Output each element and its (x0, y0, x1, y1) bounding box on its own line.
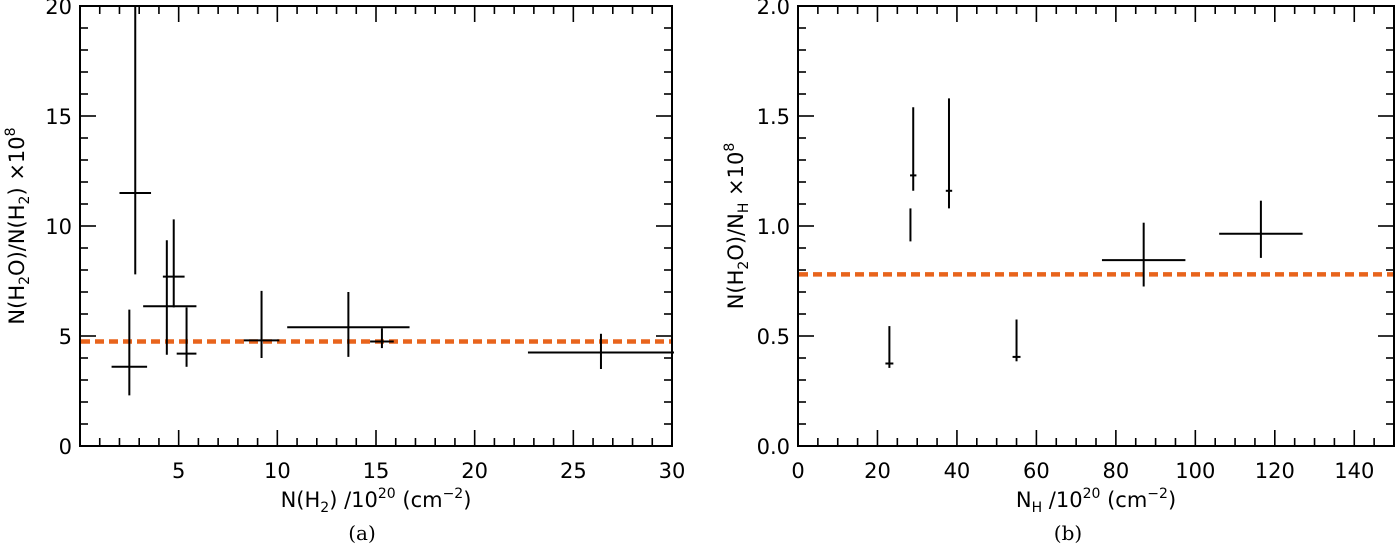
panel-b-data-point (945, 98, 953, 209)
panel-a-y-tick-label: 10 (45, 215, 72, 239)
panel-a-data-point (111, 309, 148, 396)
panel-b-x-axis-label: NH /1020 (cm−2) (1016, 486, 1176, 516)
panel-b-x-tick-label: 140 (1334, 459, 1374, 483)
panel-b-data-point (1101, 222, 1186, 287)
panel-b-y-axis-label: N(H2O)/NH ×108 (722, 143, 752, 310)
panel-a-x-tick-label: 25 (560, 459, 587, 483)
panel-b-y-tick-label: 1.5 (757, 105, 790, 129)
panel-b-plot-frame (797, 5, 1395, 447)
panel-b-y-tick-label: 0.0 (757, 435, 790, 459)
panel-a-y-axis-label: N(H2O)/N(H2) ×108 (3, 127, 33, 324)
panel-b-x-tick-label: 20 (864, 459, 891, 483)
panel-a-ticks-group: 5 10 15 20 25 30 0 5 10 15 20 (45, 0, 685, 483)
panel-a-y-tick-label: 0 (59, 435, 72, 459)
panel-b: 0 20 40 60 80 100 120 140 0.0 0.5 1.0 1.5 2.0 NH /10… (722, 0, 1395, 545)
panel-b-x-tick-label: 80 (1102, 459, 1129, 483)
panel-b-x-tick-label: 0 (791, 459, 804, 483)
panel-a-data-point (143, 240, 197, 355)
panel-a: 5 10 15 20 25 30 0 5 10 15 20 N(H2) /1020 (cm−2) N… (3, 0, 685, 545)
panel-b-x-tick-label: 120 (1255, 459, 1295, 483)
panel-b-caption: (b) (1054, 521, 1082, 545)
panel-b-x-tick-label: 100 (1175, 459, 1215, 483)
panel-b-x-tick-label: 40 (944, 459, 971, 483)
panel-a-y-tick-label: 20 (45, 0, 72, 19)
panel-a-data-group (111, 6, 674, 396)
panel-b-data-point (885, 326, 894, 368)
panel-a-plot-frame (79, 5, 673, 447)
panel-a-data-point (527, 333, 674, 369)
panel-b-data-point (1012, 319, 1021, 362)
panel-a-data-point (119, 6, 152, 275)
panel-a-x-tick-label: 30 (659, 459, 686, 483)
panel-a-x-axis-label: N(H2) /1020 (cm−2) (281, 486, 472, 516)
panel-a-x-tick-label: 5 (172, 459, 185, 483)
panel-a-y-tick-label: 15 (45, 105, 72, 129)
panel-b-y-tick-label: 0.5 (757, 325, 790, 349)
panel-a-data-point (243, 290, 280, 358)
panel-b-y-tick-label: 1.0 (757, 215, 790, 239)
panel-a-data-point (176, 307, 197, 367)
panel-b-data-group (885, 98, 1303, 368)
panel-a-data-point (370, 328, 394, 349)
panel-a-data-point (162, 219, 185, 308)
panel-b-x-tick-label: 60 (1023, 459, 1050, 483)
panel-a-x-tick-label: 10 (264, 459, 291, 483)
panel-a-y-tick-label: 5 (59, 325, 72, 349)
panel-a-caption: (a) (348, 521, 376, 545)
panel-b-y-tick-label: 2.0 (757, 0, 790, 19)
panel-b-data-point (910, 107, 917, 191)
panel-a-x-tick-label: 15 (363, 459, 390, 483)
panel-a-x-tick-label: 20 (461, 459, 488, 483)
panel-b-ticks-group: 0 20 40 60 80 100 120 140 0.0 0.5 1.0 1.5 2.0 (757, 0, 1395, 483)
panel-b-data-point (1219, 200, 1303, 258)
panel-a-data-point (287, 292, 410, 357)
